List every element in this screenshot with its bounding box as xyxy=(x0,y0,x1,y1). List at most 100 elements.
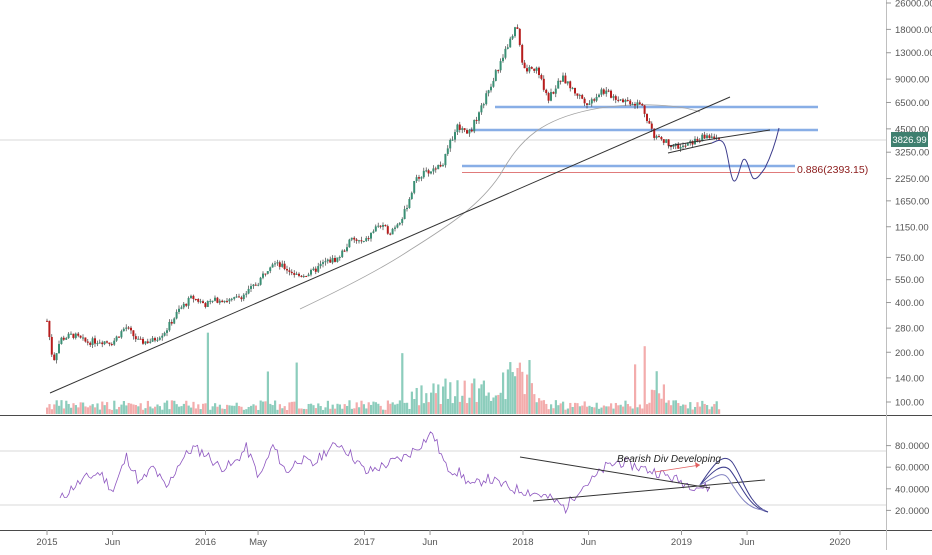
volume-bar xyxy=(269,403,272,414)
volume-bar xyxy=(151,408,154,414)
volume-bar xyxy=(679,405,682,414)
price-tick-label: 400.00 xyxy=(895,298,924,309)
volume-bar xyxy=(437,384,440,414)
volume-bar xyxy=(497,394,500,414)
volume-bar xyxy=(259,400,262,414)
volume-bar xyxy=(398,400,401,414)
volume-bar xyxy=(662,384,665,414)
candle-body xyxy=(646,113,648,122)
candle-body xyxy=(658,136,660,138)
volume-bar xyxy=(206,332,209,414)
volume-bar xyxy=(338,404,341,414)
candle-body xyxy=(370,232,372,239)
candle-body xyxy=(269,267,272,272)
volume-bar xyxy=(346,405,349,414)
volume-bar xyxy=(550,404,553,414)
candle-body xyxy=(288,270,291,272)
volume-bar xyxy=(355,402,358,414)
candle-body xyxy=(72,333,75,338)
volume-bar xyxy=(91,404,94,414)
candle-body xyxy=(468,129,471,134)
volume-bar xyxy=(571,406,574,414)
volume-bar xyxy=(377,403,380,414)
candle-body xyxy=(295,273,298,275)
candle-body xyxy=(130,327,132,331)
volume-bar xyxy=(293,401,296,414)
candle-body xyxy=(449,140,452,149)
candle-body xyxy=(46,320,48,322)
volume-bar xyxy=(65,400,68,414)
candle-body xyxy=(264,273,267,275)
candle-body xyxy=(545,89,548,94)
candle-body xyxy=(67,333,70,339)
candle-body xyxy=(598,94,600,97)
candle-body xyxy=(641,104,644,106)
volume-bar xyxy=(535,402,538,414)
candle-body xyxy=(586,103,588,105)
volume-bar xyxy=(420,385,423,414)
price-tick-label: 3250.00 xyxy=(895,148,929,159)
candle-body xyxy=(540,75,543,79)
candle-body xyxy=(137,338,140,340)
volume-bar xyxy=(614,402,617,414)
volume-bar xyxy=(250,405,253,414)
rsi-projection-curve-2 xyxy=(699,466,769,513)
volume-bar xyxy=(46,407,49,414)
volume-bar xyxy=(442,386,445,414)
candle-body xyxy=(475,119,478,121)
volume-bar xyxy=(703,403,706,414)
volume-bar xyxy=(569,402,572,414)
candle-body xyxy=(60,337,63,345)
volume-bar xyxy=(334,408,337,414)
candle-body xyxy=(706,135,708,139)
candle-body xyxy=(701,134,704,142)
volume-bar xyxy=(98,409,101,414)
volume-bar xyxy=(686,408,689,414)
volume-bar xyxy=(370,404,373,414)
volume-bar xyxy=(406,402,409,414)
candle-body xyxy=(523,62,526,69)
volume-bar xyxy=(430,392,433,414)
price-candles xyxy=(46,24,720,364)
volume-bar xyxy=(252,404,255,414)
volume-bar xyxy=(710,406,713,414)
candle-body xyxy=(118,336,120,338)
volume-bar xyxy=(439,404,442,414)
volume-bar xyxy=(218,404,221,414)
volume-bar xyxy=(372,401,375,414)
volume-bar xyxy=(545,403,548,414)
volume-bar xyxy=(434,393,437,414)
price-tick-label: 18000.00 xyxy=(895,25,932,36)
volume-bar xyxy=(192,401,195,414)
candle-body xyxy=(120,331,123,338)
volume-bar xyxy=(403,402,406,414)
candle-body xyxy=(557,80,560,89)
volume-bar xyxy=(610,403,613,414)
candle-body xyxy=(629,100,632,105)
candle-body xyxy=(622,99,624,103)
candle-body xyxy=(634,103,636,106)
candle-body xyxy=(194,298,197,300)
candle-body xyxy=(115,336,118,341)
volume-bar xyxy=(689,402,692,414)
candle-body xyxy=(300,275,303,277)
volume-bar xyxy=(166,400,169,414)
candle-body xyxy=(134,336,137,340)
rsi-axis: 20.0000 40.0000 60.0000 80.0000 xyxy=(886,441,929,517)
candle-body xyxy=(182,303,185,308)
volume-bar xyxy=(142,409,145,414)
volume-bar xyxy=(674,400,677,414)
volume-bar xyxy=(317,403,320,414)
volume-bar xyxy=(564,409,567,414)
candle-body xyxy=(218,300,221,303)
candle-body xyxy=(48,320,51,337)
volume-bar xyxy=(595,402,598,414)
volume-bar xyxy=(230,405,233,414)
candle-body xyxy=(362,240,365,242)
volume-bar xyxy=(578,406,581,414)
volume-bar xyxy=(636,407,639,414)
volume-bar xyxy=(482,380,485,414)
candle-body xyxy=(240,297,243,300)
volume-bar xyxy=(650,389,653,414)
candle-body xyxy=(254,284,257,286)
